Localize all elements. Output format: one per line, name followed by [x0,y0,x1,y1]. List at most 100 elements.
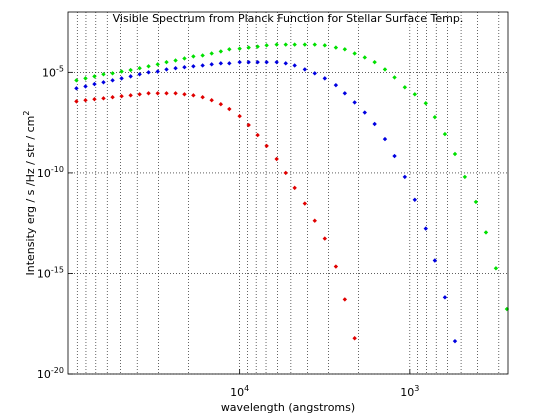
x-tick-label: 104 [230,384,249,399]
data-point [110,78,115,83]
data-point [322,76,328,81]
data-point [92,97,97,102]
data-point [209,62,214,67]
data-point [333,82,339,88]
data-point [237,113,242,119]
data-point [255,59,260,65]
y-tick-label-base: 10 [42,66,56,79]
data-point [128,67,133,73]
data-point [342,91,348,96]
data-point [402,85,408,90]
data-point [255,132,260,138]
data-point [312,71,317,76]
data-point [200,53,205,58]
data-point [173,91,178,96]
data-point [302,201,308,206]
data-point [101,96,106,101]
data-point [227,61,232,66]
x-tick-label-base: 10 [230,386,244,399]
data-point [137,66,142,71]
data-point [283,170,288,176]
data-point [352,51,357,56]
data-point [92,74,97,79]
data-point [218,61,224,66]
data-point [264,59,269,65]
data-point [155,91,160,96]
data-point [191,54,196,59]
y-axis-label: Intensity erg / s /Hz / str / cm2 [22,111,37,276]
data-point [302,42,308,47]
marks [74,42,510,344]
data-point [110,71,115,76]
data-point [432,258,438,263]
data-point [423,226,428,231]
data-point [101,80,106,85]
data-point [292,42,297,47]
data-point [333,45,339,50]
data-point [128,93,133,98]
chart-title: Visible Spectrum from Planck Function fo… [113,12,464,25]
data-point [352,100,357,105]
data-point [237,59,242,65]
data-point [246,45,251,50]
data-point [191,64,196,69]
data-point [322,43,328,48]
data-point [362,110,367,115]
x-tick-label-exponent: 3 [414,384,419,393]
data-point [74,78,79,83]
data-point [209,98,214,103]
data-point [473,199,479,205]
data-point [333,264,339,269]
data-point [155,62,160,67]
data-point [101,72,106,77]
data-point [342,47,348,52]
data-point [342,297,348,302]
y-tick-label: 10-20 [37,366,64,381]
data-point [237,46,242,51]
data-point [432,114,438,120]
data-point [462,174,468,180]
data-point [119,76,124,81]
data-point [283,42,288,47]
data-point [255,44,260,49]
data-point [274,42,279,47]
data-point [274,156,279,162]
y-tick-label: 10-5 [42,64,64,79]
data-point [209,51,214,56]
data-point [292,63,297,68]
data-point [182,64,187,70]
data-point [322,236,328,241]
data-point [302,67,308,72]
data-point [119,94,124,99]
data-point [483,230,489,235]
data-point [200,95,205,100]
data-point [173,58,178,63]
data-point [119,69,124,74]
data-point [412,197,418,202]
data-point [362,55,367,60]
x-tick-label-exponent: 4 [244,384,249,393]
data-point [402,174,408,180]
data-point [218,102,224,107]
y-tick-label-base: 10 [37,167,51,180]
y-tick-label-base: 10 [37,267,51,280]
x-tick-label: 103 [400,384,419,399]
y-tick-label: 10-15 [37,265,64,280]
data-point [110,95,115,100]
data-point [146,64,151,69]
data-point [146,70,151,75]
data-point [137,72,142,77]
data-point [493,266,499,271]
x-tick-label-base: 10 [400,386,414,399]
data-point [74,99,79,104]
plot-area [68,12,508,374]
x-axis-label: wavelength (angstroms) [221,401,355,414]
data-point [182,92,187,97]
data-point [352,336,357,341]
data-point [155,69,160,74]
y-tick-label-exponent: -20 [51,366,64,375]
data-point [392,75,397,80]
data-point [274,59,279,65]
data-point [92,81,97,87]
data-point [392,153,397,159]
